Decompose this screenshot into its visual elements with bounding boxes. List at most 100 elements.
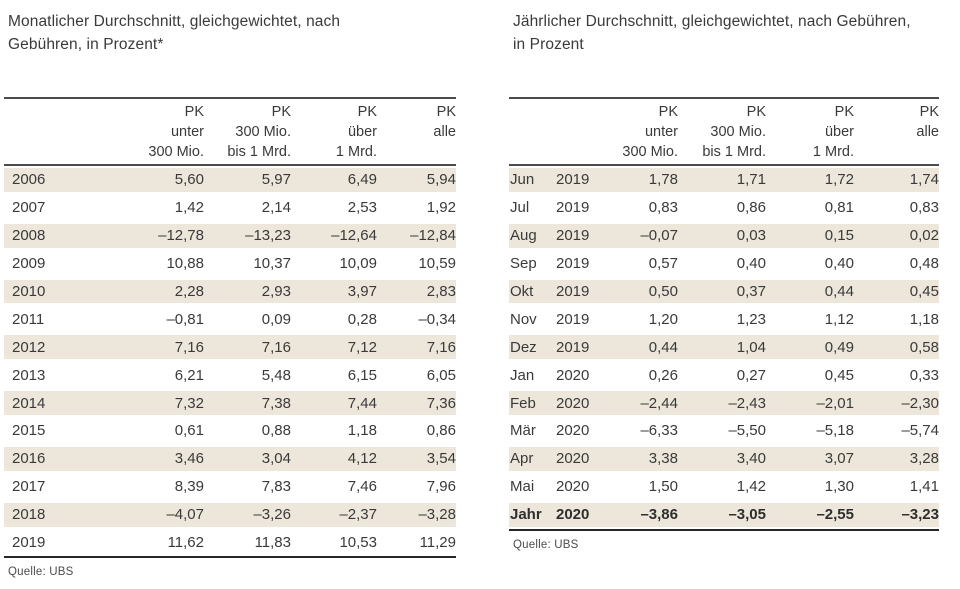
cell-pk-300-bis-1mrd: –3,05 (728, 506, 766, 524)
cell-pk-ueber-1mrd: –2,37 (339, 506, 377, 524)
table-row: 2013 6,21 5,48 6,15 6,05 (4, 361, 456, 389)
cell-pk-unter-300: –6,33 (640, 422, 678, 440)
row-month-label: Sep (510, 255, 537, 273)
row-year-label: 2007 (12, 199, 46, 217)
cell-pk-unter-300: 7,16 (174, 338, 204, 356)
col-header-year-spacer (12, 102, 68, 162)
cell-pk-unter-300: 0,50 (648, 283, 678, 300)
table-row: 2010 2,28 2,93 3,97 2,83 (4, 278, 456, 306)
cell-pk-unter-300: –4,07 (166, 506, 204, 524)
cell-pk-alle: –2,30 (901, 394, 939, 412)
right-title-line-2: in Prozent (513, 36, 584, 53)
cell-pk-300-bis-1mrd: –3,26 (253, 506, 291, 524)
cell-pk-300-bis-1mrd: 2,93 (261, 283, 291, 300)
cell-pk-unter-300: 0,57 (648, 255, 678, 273)
cell-pk-ueber-1mrd: –2,55 (816, 506, 854, 524)
cell-pk-alle: 1,41 (909, 478, 939, 496)
cell-pk-ueber-1mrd: 3,97 (347, 283, 377, 300)
row-year-label: 2008 (12, 227, 46, 245)
cell-pk-ueber-1mrd: 10,09 (339, 255, 377, 273)
cell-pk-alle: –3,28 (418, 506, 456, 524)
table-row: 2019 11,62 11,83 10,53 11,29 (4, 529, 456, 557)
cell-pk-ueber-1mrd: 7,46 (347, 478, 377, 496)
col-header-pk-alle: PK alle (433, 104, 456, 140)
row-month-label: Feb (510, 394, 536, 412)
cell-pk-ueber-1mrd: 1,30 (824, 478, 854, 496)
cell-pk-unter-300: 5,60 (174, 171, 204, 189)
cell-pk-300-bis-1mrd: 1,04 (736, 338, 766, 356)
cell-pk-unter-300: 0,83 (648, 199, 678, 217)
col-header-pk-alle: PK alle (916, 104, 939, 140)
left-title-line-2: Gebühren, in Prozent* (8, 36, 164, 53)
table-row: Jul 2019 0,83 0,86 0,81 0,83 (509, 194, 939, 222)
col-header-pk-ueber-1mrd: PK über 1 Mrd. (812, 104, 854, 160)
cell-pk-unter-300: 1,50 (648, 478, 678, 496)
cell-pk-unter-300: 1,78 (648, 171, 678, 189)
cell-pk-alle: 7,96 (426, 478, 456, 496)
cell-pk-unter-300: 2,28 (174, 283, 204, 300)
cell-pk-ueber-1mrd: 0,81 (824, 199, 854, 217)
table-row: 2016 3,46 3,04 4,12 3,54 (4, 445, 456, 473)
cell-pk-unter-300: –0,07 (640, 227, 678, 245)
right-table-body: Jun 2019 1,78 1,71 1,72 1,74 Jul 2019 0,… (509, 166, 939, 529)
cell-pk-ueber-1mrd: 0,45 (824, 366, 854, 384)
cell-pk-alle: 0,48 (909, 255, 939, 273)
cell-pk-300-bis-1mrd: 5,48 (261, 366, 291, 384)
cell-pk-alle: –3,23 (901, 506, 939, 524)
table-row: Aug 2019 –0,07 0,03 0,15 0,02 (509, 222, 939, 250)
cell-pk-ueber-1mrd: 7,12 (347, 338, 377, 356)
row-year-label: 2014 (12, 394, 46, 412)
row-month-label: Aug (510, 227, 537, 245)
table-row: 2006 5,60 5,97 6,49 5,94 (4, 166, 456, 194)
cell-pk-alle: 2,83 (426, 283, 456, 300)
cell-pk-300-bis-1mrd: 7,16 (261, 338, 291, 356)
cell-pk-unter-300: 7,32 (174, 394, 204, 412)
col-header-month-spacer (510, 102, 556, 162)
cell-pk-unter-300: –12,78 (158, 227, 204, 245)
cell-pk-alle: 7,36 (426, 394, 456, 412)
cell-pk-alle: –12,84 (410, 227, 456, 245)
yearly-average-table: PK unter 300 Mio. PK 300 Mio. bis 1 Mrd.… (509, 97, 939, 531)
cell-pk-alle: 0,45 (909, 283, 939, 300)
cell-pk-300-bis-1mrd: 3,40 (736, 450, 766, 468)
cell-pk-300-bis-1mrd: 0,88 (261, 422, 291, 440)
cell-pk-300-bis-1mrd: 0,86 (736, 199, 766, 217)
row-year-label: 2018 (12, 506, 46, 524)
cell-pk-ueber-1mrd: 0,49 (824, 338, 854, 356)
cell-pk-ueber-1mrd: 3,07 (824, 450, 854, 468)
col-header-pk-300-bis-1mrd: PK 300 Mio. bis 1 Mrd. (702, 104, 766, 160)
right-table-header-row: PK unter 300 Mio. PK 300 Mio. bis 1 Mrd.… (509, 99, 939, 166)
cell-pk-300-bis-1mrd: 0,40 (736, 255, 766, 273)
cell-pk-300-bis-1mrd: 1,42 (736, 478, 766, 496)
monthly-average-panel: Monatlicher Durchschnitt, gleichgewichte… (4, 8, 456, 578)
cell-pk-ueber-1mrd: 6,15 (347, 366, 377, 384)
cell-pk-alle: 3,54 (426, 450, 456, 468)
cell-pk-alle: 0,58 (909, 338, 939, 356)
table-row: Jun 2019 1,78 1,71 1,72 1,74 (509, 166, 939, 194)
table-row: Apr 2020 3,38 3,40 3,07 3,28 (509, 445, 939, 473)
cell-pk-alle: –0,34 (418, 310, 456, 328)
col-header-pk-300-bis-1mrd: PK 300 Mio. bis 1 Mrd. (227, 104, 291, 160)
row-year-label: 2019 (556, 199, 590, 217)
cell-pk-300-bis-1mrd: 0,09 (261, 310, 291, 328)
cell-pk-unter-300: 8,39 (174, 478, 204, 496)
table-row: Sep 2019 0,57 0,40 0,40 0,48 (509, 250, 939, 278)
table-row: Dez 2019 0,44 1,04 0,49 0,58 (509, 333, 939, 361)
row-year-label: 2019 (12, 534, 46, 552)
cell-pk-ueber-1mrd: 10,53 (339, 534, 377, 552)
cell-pk-300-bis-1mrd: 7,38 (261, 394, 291, 412)
row-year-label: 2020 (556, 422, 590, 440)
row-month-label: Mai (510, 478, 535, 496)
row-year-label: 2009 (12, 255, 46, 273)
row-year-label: 2020 (556, 506, 590, 524)
cell-pk-unter-300: 0,44 (648, 338, 678, 356)
right-table-title: Jährlicher Durchschnitt, gleichgewichtet… (513, 10, 939, 56)
cell-pk-alle: 6,05 (426, 366, 456, 384)
col-header-pk-unter-300: PK unter 300 Mio. (148, 104, 204, 160)
cell-pk-unter-300: –3,86 (640, 506, 678, 524)
right-source-note: Quelle: UBS (513, 538, 579, 551)
table-row: 2015 0,61 0,88 1,18 0,86 (4, 417, 456, 445)
table-row: Jan 2020 0,26 0,27 0,45 0,33 (509, 361, 939, 389)
col-header-pk-ueber-1mrd: PK über 1 Mrd. (335, 104, 377, 160)
cell-pk-alle: 3,28 (909, 450, 939, 468)
